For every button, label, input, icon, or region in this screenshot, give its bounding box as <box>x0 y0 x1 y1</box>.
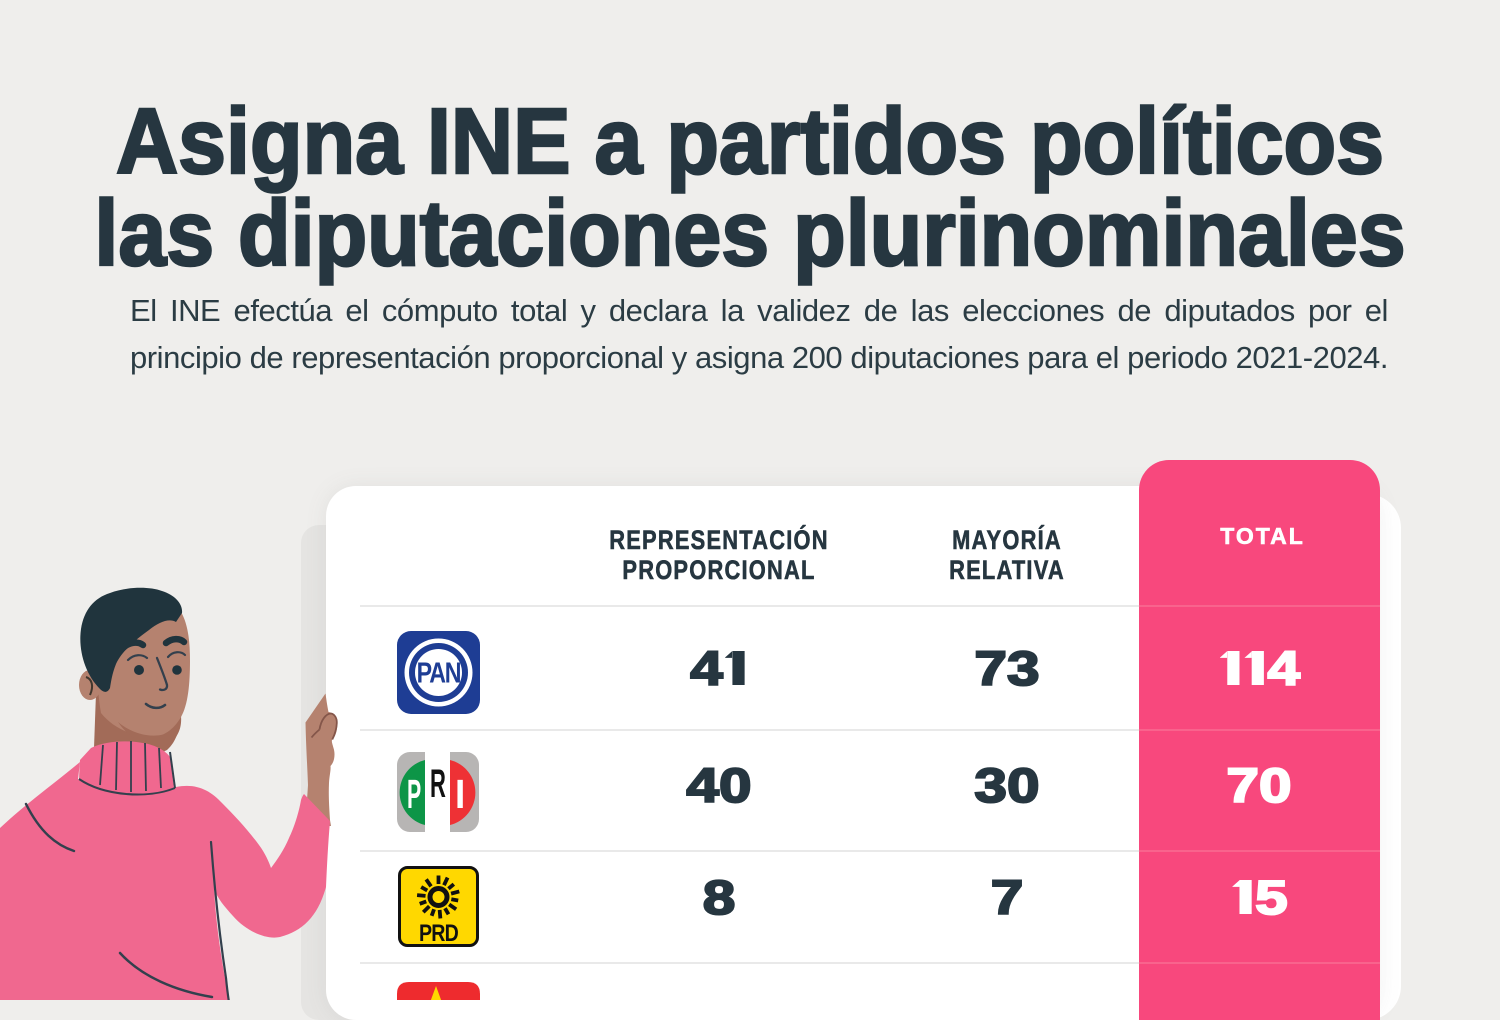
svg-text:PRD: PRD <box>419 919 459 947</box>
svg-text:R: R <box>430 761 446 806</box>
svg-text:I: I <box>455 772 465 817</box>
svg-text:P: P <box>407 770 421 816</box>
svg-text:PAN: PAN <box>417 656 461 689</box>
